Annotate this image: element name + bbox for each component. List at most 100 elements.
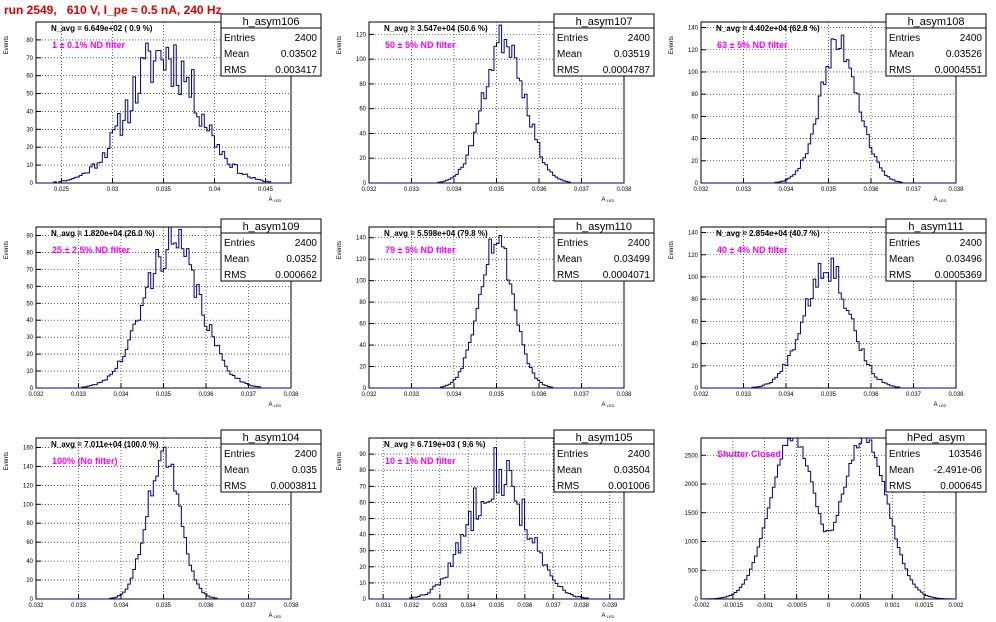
- y-tick-label: 100: [23, 502, 34, 508]
- y-tick-label: 60: [359, 322, 366, 328]
- y-tick-label: 90: [359, 452, 366, 458]
- histogram-panel-h_asym106: 0.025 0.03 0.035 0.04 0.045 0 10 20 30 40 50 60 70 80…: [4, 13, 322, 203]
- x-axis-label: A LED: [269, 197, 282, 203]
- y-tick-label: 20: [359, 365, 366, 371]
- y-tick-label: 60: [691, 319, 698, 325]
- y-axis-label: Events: [669, 36, 675, 54]
- stat-value: -2.491e-06: [934, 465, 983, 476]
- x-tick-label: 0.036: [517, 603, 533, 609]
- x-tick-label: 0.032: [28, 603, 44, 609]
- y-tick-label: 30: [359, 549, 366, 555]
- histogram-line: [701, 257, 956, 389]
- x-tick-label: 0.035: [489, 187, 505, 193]
- y-axis-label: Events: [4, 241, 10, 259]
- navg-annotation: N_avg = 6.719e+03 ( 9.6 %): [384, 440, 486, 449]
- stat-label: Mean: [889, 465, 914, 476]
- y-tick-label: 30: [26, 335, 33, 341]
- stat-label: Entries: [557, 449, 588, 460]
- filter-label: 10 ± 1% ND filter: [385, 456, 456, 466]
- x-tick-label: 0.037: [906, 187, 922, 193]
- histogram-name: h_asym106: [243, 16, 300, 28]
- navg-annotation: N_avg = 1.820e+04 (26.0 %): [51, 229, 155, 238]
- stat-label: RMS: [557, 65, 580, 76]
- x-tick-label: 0.038: [616, 392, 632, 398]
- stat-value: 0.0005369: [935, 270, 983, 281]
- stats-box: h_asym109 Entries 2400 Mean 0.0352 RMS 0.00066…: [220, 218, 322, 282]
- x-tick-label: 0.032: [28, 392, 44, 398]
- y-tick-label: 140: [23, 464, 34, 470]
- stats-box-frame: [553, 218, 655, 282]
- x-tick-label: 0.033: [404, 187, 420, 193]
- stats-box: h_asym110 Entries 2400 Mean 0.03499 RMS 0.0004…: [553, 218, 655, 282]
- histogram-name: h_asym111: [908, 221, 963, 233]
- y-tick-label: 20: [359, 156, 366, 162]
- y-tick-label: 50: [359, 517, 366, 523]
- stats-box-frame: [220, 218, 322, 282]
- histogram-name: hPed_asym: [907, 432, 965, 444]
- y-tick-label: 50: [26, 92, 33, 98]
- x-tick-label: 0.033: [71, 603, 87, 609]
- x-tick-label: 0.002: [948, 603, 964, 609]
- x-tick-label: 0.034: [778, 392, 794, 398]
- stat-value: 0.03496: [946, 254, 983, 265]
- stat-label: RMS: [889, 65, 912, 76]
- y-tick-label: 100: [356, 279, 367, 285]
- histogram-name: h_asym107: [576, 16, 633, 28]
- y-tick-label: 80: [26, 38, 33, 44]
- y-tick-label: 60: [691, 114, 698, 120]
- y-tick-label: 20: [359, 565, 366, 571]
- y-tick-label: 120: [356, 257, 367, 263]
- x-tick-label: 0.032: [404, 603, 420, 609]
- histogram-name: h_asym105: [576, 432, 633, 444]
- x-tick-label: 0.036: [531, 392, 547, 398]
- x-tick-label: 0.038: [574, 603, 590, 609]
- x-tick-label: 0.032: [693, 187, 709, 193]
- y-tick-label: 40: [26, 109, 33, 115]
- stats-box-frame: [220, 429, 322, 493]
- x-axis-label-subscript: LED: [273, 403, 282, 408]
- stat-value: 103546: [949, 449, 983, 460]
- stat-value: 0.03504: [614, 465, 651, 476]
- filter-label: 40 ± 4% ND filter: [717, 245, 788, 255]
- y-tick-label: 70: [26, 56, 33, 62]
- stats-box-frame: [220, 13, 322, 77]
- y-tick-label: 30: [26, 127, 33, 133]
- x-tick-label: 0.0005: [851, 603, 870, 609]
- x-tick-label: 0.035: [821, 392, 837, 398]
- histogram-panel-h_asym107: 0.032 0.033 0.034 0.035 0.036 0.037 0.038 0 20 40…: [337, 13, 655, 203]
- x-tick-label: 0.038: [283, 392, 299, 398]
- stats-box-frame: [885, 429, 987, 493]
- x-tick-label: 0.037: [241, 392, 257, 398]
- x-axis-label: A LED: [602, 402, 615, 408]
- navg-annotation: N_avg = 5.598e+04 (79.8 %): [384, 229, 488, 238]
- navg-annotation: N_avg = 4.402e+04 (62.8 %): [716, 24, 820, 33]
- x-axis-label-subscript: LED: [938, 198, 947, 203]
- histogram-line: [700, 437, 957, 600]
- y-tick-label: 40: [691, 137, 698, 143]
- y-axis-label: Events: [669, 241, 675, 259]
- stats-box: h_asym104 Entries 2400 Mean 0.035 RMS 0.000381…: [220, 429, 322, 493]
- x-tick-label: 0.036: [863, 187, 879, 193]
- x-tick-label: 0.037: [574, 187, 590, 193]
- histogram-panel-h_asym108: 0.032 0.033 0.034 0.035 0.036 0.037 0.038 0 20 40…: [669, 13, 987, 203]
- y-tick-label: 0: [363, 386, 367, 392]
- stats-box: h_asym111 Entries 2400 Mean 0.03496 RMS 0.0005…: [885, 218, 987, 282]
- x-axis-label-subscript: LED: [273, 614, 282, 619]
- y-tick-label: 20: [691, 159, 698, 165]
- y-tick-label: 100: [688, 70, 699, 76]
- x-tick-label: 0.036: [198, 392, 214, 398]
- y-tick-label: 20: [26, 578, 33, 584]
- x-tick-label: 0.033: [404, 392, 420, 398]
- stat-label: Entries: [224, 33, 255, 44]
- stat-value: 2400: [295, 33, 318, 44]
- x-axis-label: A LED: [269, 402, 282, 408]
- y-tick-label: 120: [688, 48, 699, 54]
- stat-value: 0.03526: [946, 49, 983, 60]
- y-tick-label: 0: [695, 386, 699, 392]
- y-tick-label: 80: [359, 300, 366, 306]
- y-tick-label: 60: [26, 540, 33, 546]
- stats-box: h_asym108 Entries 2400 Mean 0.03526 RMS 0.0004…: [885, 13, 987, 77]
- y-tick-label: 80: [359, 468, 366, 474]
- y-tick-label: 70: [359, 484, 366, 490]
- stat-value: 2400: [628, 449, 651, 460]
